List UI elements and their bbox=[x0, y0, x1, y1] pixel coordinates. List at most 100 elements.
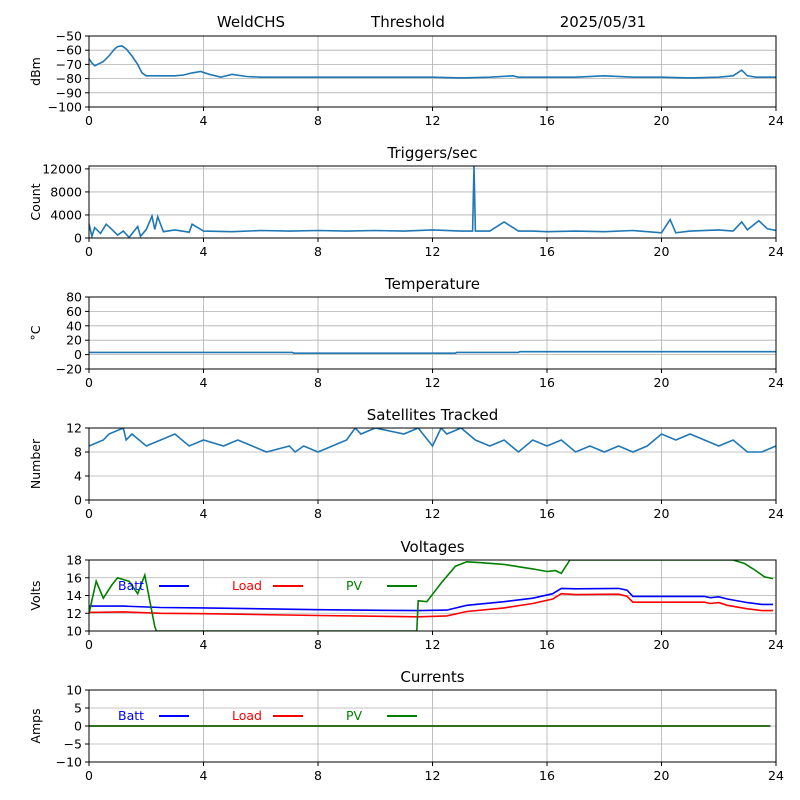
x-tick-label: 8 bbox=[314, 375, 322, 390]
x-tick-label: 24 bbox=[768, 244, 784, 259]
x-tick-label: 8 bbox=[314, 113, 322, 128]
legend-label-load: Load bbox=[232, 578, 262, 593]
chart-title: Currents bbox=[400, 668, 464, 686]
x-tick-label: 20 bbox=[654, 637, 670, 652]
x-tick-label: 16 bbox=[539, 375, 555, 390]
y-tick-label: 16 bbox=[66, 570, 82, 585]
x-tick-label: 8 bbox=[314, 768, 322, 783]
y-axis-label: °C bbox=[28, 325, 43, 340]
y-tick-label: −90 bbox=[56, 85, 82, 100]
x-tick-label: 8 bbox=[314, 637, 322, 652]
x-tick-label: 4 bbox=[200, 244, 208, 259]
mode-label: Threshold bbox=[370, 13, 445, 31]
y-tick-label: 12 bbox=[66, 421, 82, 436]
x-tick-label: 0 bbox=[85, 375, 93, 390]
x-tick-label: 0 bbox=[85, 506, 93, 521]
x-tick-label: 4 bbox=[200, 768, 208, 783]
x-tick-label: 16 bbox=[539, 244, 555, 259]
x-tick-label: 24 bbox=[768, 768, 784, 783]
y-tick-label: −10 bbox=[56, 755, 82, 770]
x-tick-label: 0 bbox=[85, 768, 93, 783]
x-tick-label: 4 bbox=[200, 506, 208, 521]
y-tick-label: 60 bbox=[66, 304, 82, 319]
x-tick-label: 12 bbox=[425, 113, 441, 128]
chart-title: Temperature bbox=[384, 275, 480, 293]
x-tick-label: 0 bbox=[85, 244, 93, 259]
x-tick-label: 16 bbox=[539, 637, 555, 652]
x-tick-label: 20 bbox=[654, 244, 670, 259]
chart-title: Triggers/sec bbox=[387, 144, 478, 162]
x-tick-label: 4 bbox=[200, 375, 208, 390]
chart-panel-0: 0 4 8 12 16 20 24 −100−90−80−70−60−50 dBm bbox=[28, 29, 784, 129]
y-tick-label: −20 bbox=[56, 362, 82, 377]
x-tick-label: 24 bbox=[768, 113, 784, 128]
y-axis-label: dBm bbox=[28, 57, 43, 86]
legend-label-load: Load bbox=[232, 708, 262, 723]
x-tick-label: 12 bbox=[425, 637, 441, 652]
y-tick-label: −5 bbox=[64, 737, 82, 752]
y-tick-label: 12000 bbox=[42, 161, 82, 176]
y-tick-label: −70 bbox=[56, 57, 82, 72]
y-tick-label: 8 bbox=[74, 445, 82, 460]
y-tick-label: −80 bbox=[56, 71, 82, 86]
series-line-load bbox=[89, 592, 774, 618]
y-tick-label: 10 bbox=[66, 683, 82, 698]
x-tick-label: 4 bbox=[200, 113, 208, 128]
series-line-batt bbox=[89, 587, 774, 612]
x-tick-label: 20 bbox=[654, 768, 670, 783]
series-line-0 bbox=[89, 350, 776, 355]
chart-title: Satellites Tracked bbox=[367, 406, 498, 424]
y-tick-label: 40 bbox=[66, 318, 82, 333]
legend-label-batt: Batt bbox=[118, 708, 144, 723]
series-line-0 bbox=[89, 428, 776, 454]
y-tick-label: 14 bbox=[66, 588, 82, 603]
y-tick-label: 0 bbox=[74, 347, 82, 362]
y-tick-label: −60 bbox=[56, 43, 82, 58]
x-tick-label: 0 bbox=[85, 113, 93, 128]
station-name: WeldCHS bbox=[217, 13, 285, 31]
x-tick-label: 24 bbox=[768, 506, 784, 521]
y-tick-label: 80 bbox=[66, 290, 82, 305]
y-tick-label: 0 bbox=[74, 493, 82, 508]
x-tick-label: 12 bbox=[425, 375, 441, 390]
y-tick-label: 0 bbox=[74, 719, 82, 734]
x-tick-label: 12 bbox=[425, 244, 441, 259]
series-line-0 bbox=[89, 166, 776, 238]
x-tick-label: 16 bbox=[539, 113, 555, 128]
y-tick-label: 0 bbox=[74, 231, 82, 246]
y-axis-label: Amps bbox=[28, 708, 43, 743]
legend-label-pv: PV bbox=[346, 708, 363, 723]
x-tick-label: 12 bbox=[425, 506, 441, 521]
y-tick-label: 4000 bbox=[50, 207, 82, 222]
chart-panel-4: 0 4 8 12 16 20 24 10 12 14 16 18 Voltages Volts Batt Lo… bbox=[28, 538, 784, 652]
x-tick-label: 24 bbox=[768, 637, 784, 652]
x-tick-label: 8 bbox=[314, 506, 322, 521]
series-line-pv bbox=[89, 560, 774, 631]
y-axis-label: Volts bbox=[28, 580, 43, 610]
y-tick-label: 20 bbox=[66, 333, 82, 348]
y-axis-label: Count bbox=[28, 183, 43, 220]
y-tick-label: 4 bbox=[74, 469, 82, 484]
y-tick-label: 18 bbox=[66, 553, 82, 568]
x-tick-label: 12 bbox=[425, 768, 441, 783]
y-tick-label: 8000 bbox=[50, 184, 82, 199]
x-tick-label: 20 bbox=[654, 113, 670, 128]
series-line-0 bbox=[89, 45, 776, 79]
y-tick-label: 10 bbox=[66, 624, 82, 639]
x-tick-label: 16 bbox=[539, 506, 555, 521]
legend-label-batt: Batt bbox=[118, 578, 144, 593]
y-tick-label: 5 bbox=[74, 701, 82, 716]
x-tick-label: 20 bbox=[654, 506, 670, 521]
x-tick-label: 20 bbox=[654, 375, 670, 390]
chart-panel-1: 0 4 8 12 16 20 24 0 4000 8000 12000 Triggers/sec Cou… bbox=[28, 144, 784, 259]
x-tick-label: 24 bbox=[768, 375, 784, 390]
y-tick-label: −50 bbox=[56, 29, 82, 44]
x-tick-label: 0 bbox=[85, 637, 93, 652]
y-axis-label: Number bbox=[28, 438, 43, 489]
y-tick-label: −100 bbox=[48, 100, 82, 115]
y-tick-label: 12 bbox=[66, 606, 82, 621]
legend-label-pv: PV bbox=[346, 578, 363, 593]
x-tick-label: 16 bbox=[539, 768, 555, 783]
